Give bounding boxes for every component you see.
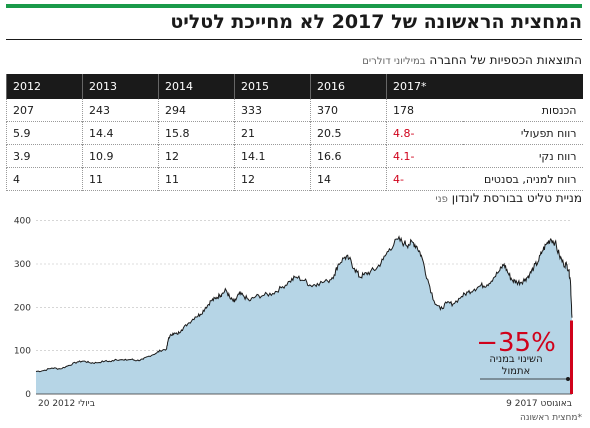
table-cell: 207 bbox=[6, 99, 83, 122]
table-cell: 12 bbox=[234, 167, 311, 191]
table-cell: 10.9 bbox=[82, 144, 159, 168]
y-tick-label: 0 bbox=[25, 390, 31, 400]
price-line bbox=[35, 235, 573, 373]
table-row: רווח נקי -4.1 16.6 14.1 12 10.9 3.9 bbox=[6, 144, 583, 168]
table-cell-negative: -4.8 bbox=[386, 121, 463, 145]
table-title: התוצאות הכספיות של החברה במיליוני דולרים bbox=[362, 53, 582, 67]
annotation-text-line: השינוי במניה bbox=[489, 354, 542, 365]
headline-rule bbox=[6, 39, 582, 40]
x-start-label: 20 ביולי 2012 bbox=[38, 399, 95, 409]
table-cell: 4 bbox=[6, 167, 83, 191]
table-cell: 243 bbox=[82, 99, 159, 122]
table-title-text: התוצאות הכספיות של החברה bbox=[429, 53, 582, 67]
table-header-cell: 2015 bbox=[234, 74, 311, 99]
footnote: *מחצית ראשונה bbox=[519, 413, 582, 423]
y-tick-label: 300 bbox=[14, 260, 31, 270]
table-row: רווח תפעולי -4.8 20.5 21 15.8 14.4 5.9 bbox=[6, 121, 583, 145]
table-header-cell: *2017 bbox=[386, 74, 463, 99]
y-tick-label: 200 bbox=[14, 303, 31, 313]
table-row-label: הכנסות bbox=[462, 99, 583, 122]
headline-accent-bar bbox=[6, 4, 582, 8]
chart-unit-note: פני bbox=[435, 194, 448, 205]
table-header-row: *2017 2016 2015 2014 2013 2012 bbox=[6, 74, 583, 99]
table-cell-negative: -4 bbox=[386, 167, 463, 191]
table-cell: 14.4 bbox=[82, 121, 159, 145]
annotation-value: −35% bbox=[476, 328, 556, 358]
table-cell: 333 bbox=[234, 99, 311, 122]
table-row-label: רווח למניה, בסנטים bbox=[462, 167, 583, 191]
table-cell-negative: -4.1 bbox=[386, 144, 463, 168]
table-cell: 12 bbox=[158, 144, 235, 168]
y-tick-label: 400 bbox=[14, 217, 31, 227]
table-cell: 178 bbox=[386, 99, 463, 122]
table-cell: 15.8 bbox=[158, 121, 235, 145]
table-header-cell: 2013 bbox=[82, 74, 159, 99]
table-row-label: רווח תפעולי bbox=[462, 121, 583, 145]
table-cell: 5.9 bbox=[6, 121, 83, 145]
table-cell: 16.6 bbox=[310, 144, 387, 168]
table-cell: 294 bbox=[158, 99, 235, 122]
chart-title: מניית טליט בבורסת לונדון פני bbox=[435, 191, 582, 205]
table-cell: 20.5 bbox=[310, 121, 387, 145]
table-row: הכנסות 178 370 333 294 243 207 bbox=[6, 99, 583, 122]
table-cell: 14 bbox=[310, 167, 387, 191]
table-row-label: רווח נקי bbox=[462, 144, 583, 168]
financial-results-table: *2017 2016 2015 2014 2013 2012 הכנסות 17… bbox=[6, 74, 583, 191]
headline: המחצית הראשונה של 2017 לא מחייכת לטליט bbox=[170, 11, 582, 33]
table-header-empty bbox=[462, 74, 583, 99]
table-header-cell: 2012 bbox=[6, 74, 83, 99]
y-tick-label: 100 bbox=[14, 347, 31, 357]
table-cell: 370 bbox=[310, 99, 387, 122]
table-cell: 14.1 bbox=[234, 144, 311, 168]
chart-title-text: מניית טליט בבורסת לונדון bbox=[451, 191, 582, 205]
table-header-cell: 2016 bbox=[310, 74, 387, 99]
price-area bbox=[36, 236, 572, 394]
table-cell: 11 bbox=[82, 167, 159, 191]
table-row: רווח למניה, בסנטים -4 14 12 11 11 4 bbox=[6, 167, 583, 191]
x-end-label: 9 באוגוסט 2017 bbox=[506, 399, 572, 409]
table-cell: 3.9 bbox=[6, 144, 83, 168]
table-cell: 21 bbox=[234, 121, 311, 145]
annotation-text-line: אתמול bbox=[502, 366, 530, 377]
table-unit-note: במיליוני דולרים bbox=[362, 56, 426, 67]
annotation-dot bbox=[566, 377, 570, 381]
table-cell: 11 bbox=[158, 167, 235, 191]
table-header-cell: 2014 bbox=[158, 74, 235, 99]
